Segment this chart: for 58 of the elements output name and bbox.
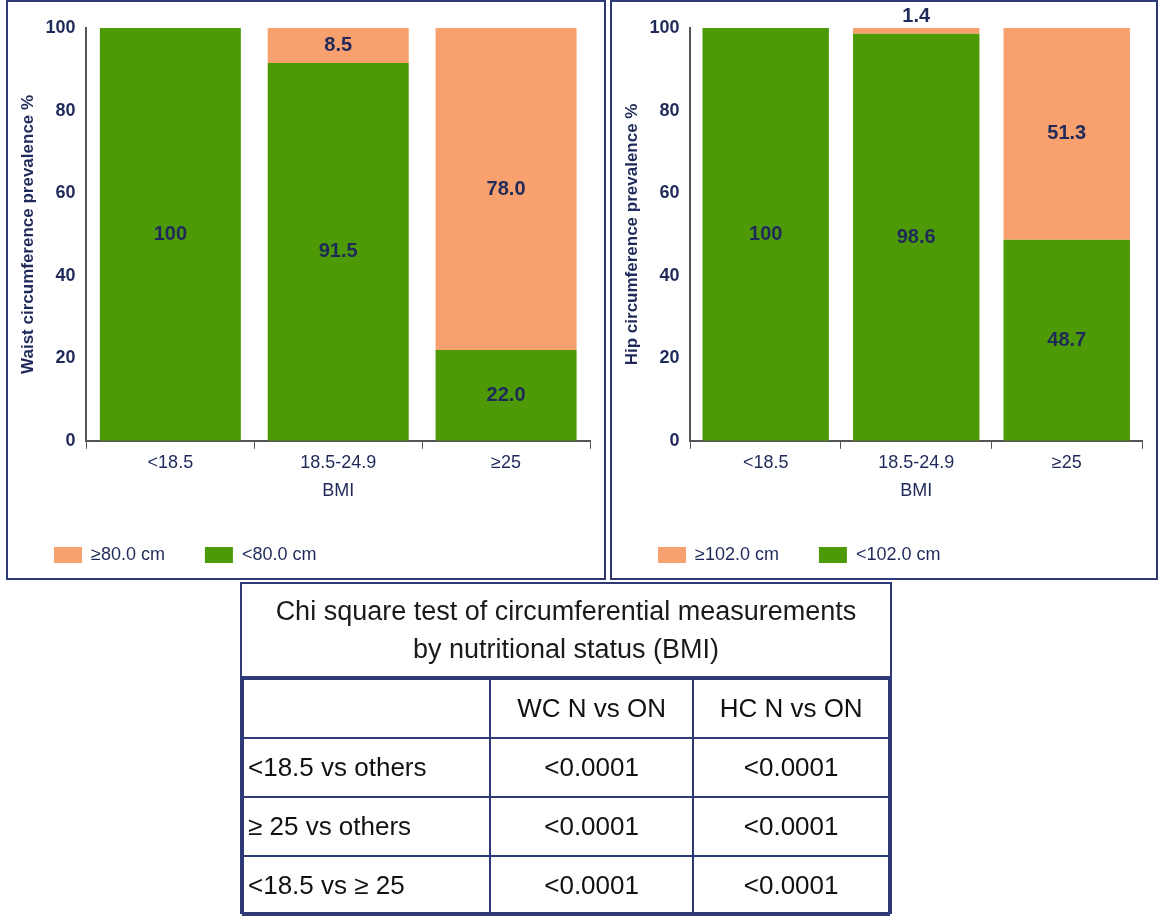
text: <18.5 vs others	[243, 738, 490, 797]
text: ≥ 25 vs others	[243, 797, 490, 856]
text: WC N vs ON	[489, 679, 694, 738]
y-tick-label: 60	[659, 182, 680, 203]
x-axis-title: BMI	[322, 480, 355, 501]
y-tick-label: 0	[65, 429, 76, 450]
text: <0.0001	[489, 856, 694, 915]
legend-label: ≥80.0 cm	[91, 543, 165, 564]
x-tick-label: <18.5	[147, 451, 194, 472]
data-label: 100	[153, 221, 188, 244]
y-tick-label: 40	[659, 264, 680, 285]
bar	[435, 349, 577, 441]
y-tick-label: 80	[55, 99, 76, 120]
legend-label: ≥102.0 cm	[695, 543, 779, 564]
text: <0.0001	[489, 797, 694, 856]
y-tick-label: 0	[669, 429, 680, 450]
text: <0.0001	[693, 738, 889, 797]
data-label: 48.7	[1047, 327, 1087, 350]
text: <0.0001	[693, 797, 889, 856]
data-label: 51.3	[1047, 121, 1087, 144]
text: <0.0001	[489, 738, 694, 797]
bar	[435, 28, 577, 350]
bar	[267, 63, 409, 441]
y-tick-label: 40	[55, 264, 76, 285]
y-axis-title: Waist circumference prevalence %	[17, 94, 37, 374]
bar	[702, 28, 829, 441]
text: <0.0001	[693, 856, 889, 915]
text: <18.5 vs ≥ 25	[243, 856, 490, 915]
x-tick-label: <18.5	[742, 451, 789, 472]
x-axis-title: BMI	[900, 480, 933, 501]
data-label: 1.4	[902, 3, 931, 26]
legend-label: <80.0 cm	[241, 543, 317, 564]
y-tick-label: 80	[659, 99, 680, 120]
x-tick-label: ≥25	[1051, 451, 1082, 472]
bar	[1003, 239, 1130, 441]
bar	[267, 28, 409, 64]
bar	[853, 28, 980, 34]
y-tick-label: 100	[649, 16, 680, 37]
y-axis-title: Hip circumference prevalence %	[621, 103, 641, 366]
text: Chi square test of circumferential measurements by nutritional status (BMI)	[242, 584, 890, 678]
text: HC N vs ON	[693, 679, 889, 738]
data-label: 22.0	[486, 382, 526, 405]
data-label: 8.5	[324, 33, 353, 56]
y-tick-label: 100	[45, 16, 76, 37]
x-tick-label: ≥25	[491, 451, 522, 472]
x-tick-label: 18.5-24.9	[300, 451, 377, 472]
y-tick-label: 20	[55, 347, 76, 368]
y-tick-label: 60	[55, 182, 76, 203]
bar	[1003, 28, 1130, 240]
bar	[853, 33, 980, 441]
data-label: 98.6	[896, 224, 936, 247]
bar	[99, 28, 241, 441]
data-label: 78.0	[486, 176, 526, 199]
legend-label: <102.0 cm	[855, 543, 941, 564]
data-label: 91.5	[318, 239, 358, 262]
x-tick-label: 18.5-24.9	[878, 451, 955, 472]
y-tick-label: 20	[659, 347, 680, 368]
data-label: 100	[749, 221, 783, 244]
